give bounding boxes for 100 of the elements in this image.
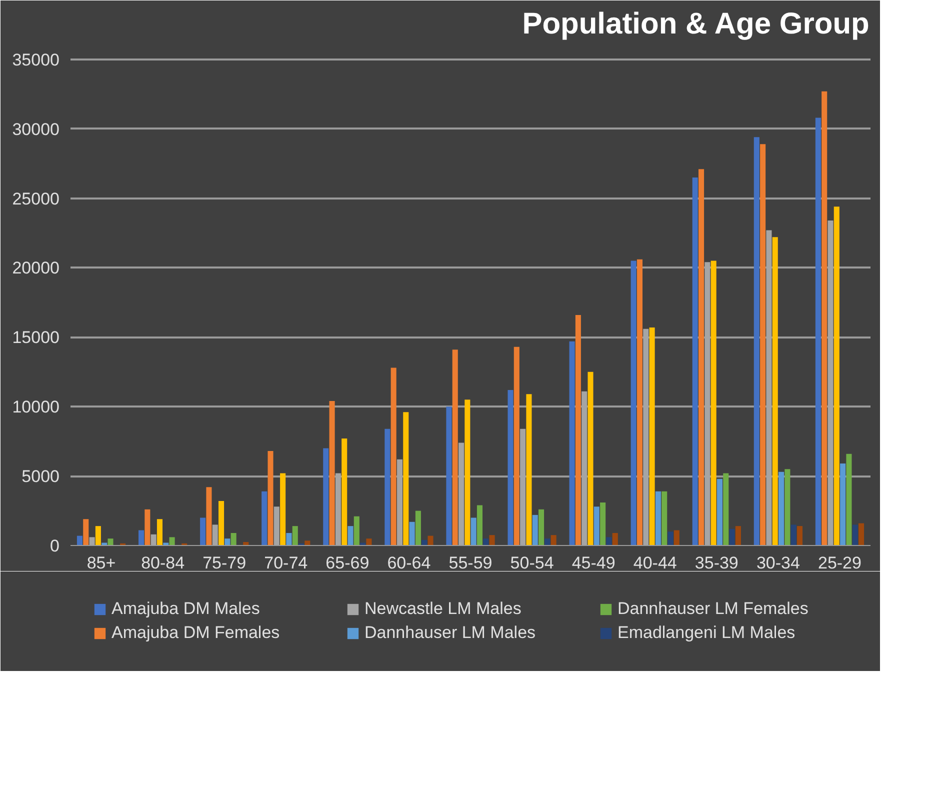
y-tick-label: 15000 (12, 328, 60, 348)
bar (760, 144, 766, 546)
bar (156, 519, 162, 546)
bar (230, 533, 236, 546)
bar (108, 538, 114, 546)
bar (95, 526, 101, 546)
bar (464, 400, 470, 546)
bar (735, 526, 741, 546)
bar (218, 501, 224, 546)
bar (723, 473, 729, 546)
bar (754, 137, 760, 546)
bar (852, 524, 858, 546)
legend-label: Amajuba DM Males (112, 599, 261, 619)
bar (169, 537, 175, 546)
bar (544, 538, 550, 546)
bar (280, 473, 286, 546)
bar (784, 469, 790, 546)
bar (710, 260, 716, 546)
x-tick-label: 30-34 (756, 554, 800, 572)
x-tick-label: 50-54 (510, 554, 554, 572)
bar (508, 390, 514, 546)
bar (772, 237, 778, 546)
bar (858, 523, 864, 546)
legend-label: Emadlangeni LM Males (618, 623, 796, 643)
x-tick-label: 55-59 (448, 554, 492, 572)
x-tick-label: 45-49 (572, 554, 616, 572)
bar (428, 536, 434, 546)
bar (834, 206, 840, 546)
bar (729, 528, 735, 546)
bar (366, 538, 372, 546)
x-tick-label: 85+ (86, 554, 116, 572)
bar (452, 350, 458, 546)
x-tick-label: 65-69 (326, 554, 370, 572)
bar (649, 327, 655, 546)
bar (304, 540, 310, 546)
bar (323, 448, 329, 546)
bar (384, 428, 390, 546)
bar (600, 502, 606, 546)
x-tick-label: 35-39 (694, 554, 738, 572)
bar (514, 346, 520, 546)
bar (262, 491, 268, 546)
bar (674, 530, 680, 546)
bar (526, 394, 532, 546)
bar (342, 438, 348, 546)
bar (268, 451, 274, 546)
bar (390, 368, 396, 546)
bar (662, 491, 668, 546)
x-tick-label: 40-44 (633, 554, 677, 572)
bar (446, 406, 452, 546)
y-tick-label: 10000 (12, 398, 60, 417)
bar (476, 505, 482, 546)
legend-label: Newcastle LM Males (364, 599, 522, 619)
bar (588, 372, 594, 546)
bar (569, 341, 575, 546)
legend-label: Dannhauser LM Males (364, 623, 537, 643)
legend-label: Dannhauser LM Females (618, 599, 810, 619)
bar (538, 509, 544, 546)
bar (292, 526, 298, 546)
y-tick-label: 25000 (12, 189, 60, 208)
bar (822, 91, 828, 546)
x-tick-label: 80-84 (141, 554, 185, 572)
bar (846, 454, 852, 546)
bar (224, 538, 230, 546)
x-tick-label: 75-79 (202, 554, 246, 572)
bar (840, 464, 846, 546)
y-tick-label: 20000 (12, 258, 60, 278)
bar (655, 491, 661, 546)
y-tick-label: 30000 (12, 120, 60, 139)
bar (483, 538, 489, 546)
bar (815, 118, 821, 546)
x-tick-label: 60-64 (387, 554, 431, 572)
bar (550, 535, 556, 546)
bar (144, 509, 150, 546)
bar (409, 522, 415, 546)
y-tick-label: 35000 (12, 50, 60, 70)
y-tick-label: 0 (50, 536, 60, 556)
bar (716, 478, 722, 546)
bar (692, 177, 698, 546)
x-tick-label: 70-74 (264, 554, 308, 572)
bar (200, 518, 206, 546)
bar (594, 506, 600, 546)
bar (348, 526, 354, 546)
bar (83, 519, 89, 546)
bar (138, 530, 144, 546)
bar (354, 516, 360, 546)
bar (636, 259, 642, 546)
bar (668, 532, 674, 546)
bar (612, 533, 618, 546)
bar (630, 260, 636, 546)
bar (778, 472, 784, 546)
x-tick-label: 25-29 (818, 554, 862, 572)
bar (76, 536, 82, 546)
y-tick-label: 5000 (22, 467, 60, 486)
bar (415, 510, 421, 546)
bar (286, 533, 292, 546)
bar (403, 412, 409, 546)
bar (470, 518, 476, 546)
bar (489, 535, 495, 546)
bar (606, 537, 612, 546)
bar (698, 169, 704, 546)
